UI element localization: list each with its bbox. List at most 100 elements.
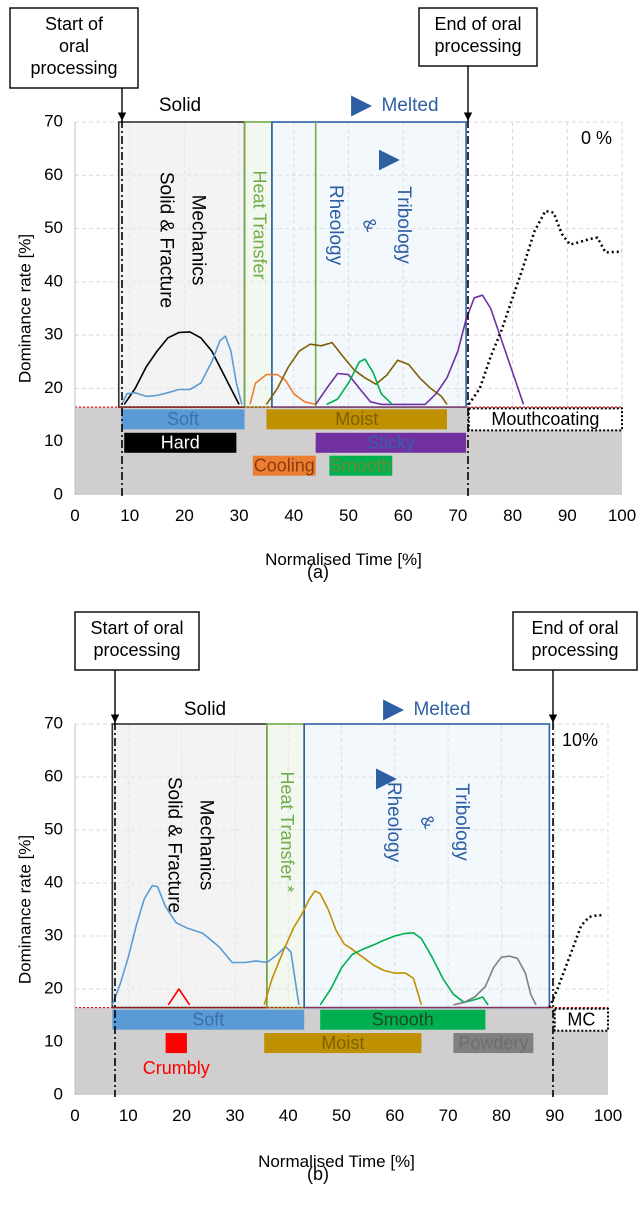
region-label: Rheology	[325, 185, 346, 266]
y-tick-label: 10	[44, 1031, 63, 1050]
bar-soft	[112, 1009, 305, 1030]
curve-moist	[265, 341, 448, 405]
concentration-label: 0 %	[581, 128, 612, 148]
start-callout-text: oral	[59, 36, 89, 56]
x-tick-label: 60	[394, 506, 413, 525]
curve-crumbly	[167, 988, 191, 1006]
curve-sticky	[315, 294, 525, 406]
x-tick-label: 80	[503, 506, 522, 525]
x-tick-label: 0	[70, 1106, 79, 1125]
start-callout-text: Start of	[45, 14, 104, 34]
region-label: Mechanics	[196, 800, 217, 891]
x-tick-label: 50	[332, 1106, 351, 1125]
x-tick-label: 80	[492, 1106, 511, 1125]
curve-mc	[548, 914, 603, 1008]
bar-label: Hard	[161, 433, 200, 453]
solid-label: Solid	[159, 95, 201, 116]
x-tick-label: 30	[230, 506, 249, 525]
x-tick-label: 70	[439, 1106, 458, 1125]
y-tick-label: 70	[44, 713, 63, 732]
start-callout-text: processing	[93, 640, 180, 660]
y-tick-label: 0	[54, 484, 63, 503]
y-tick-label: 40	[44, 872, 63, 891]
solid-label: Solid	[184, 699, 226, 720]
panel-b: Solid & Fracture Mechanics Heat Transfer *…	[15, 611, 638, 1184]
panel-label: (b)	[307, 1164, 329, 1184]
bar-label: Cooling	[254, 455, 315, 475]
x-tick-label: 70	[448, 506, 467, 525]
y-tick-label: 40	[44, 271, 63, 290]
x-tick-label: 10	[120, 506, 139, 525]
end-callout-text: End of oral	[531, 618, 618, 638]
y-tick-label: 10	[44, 431, 63, 450]
x-tick-label: 50	[339, 506, 358, 525]
region-label: Rheology	[383, 782, 404, 863]
end-callout-text: processing	[434, 36, 521, 56]
end-callout-text: End of oral	[434, 14, 521, 34]
bar-hard	[124, 432, 237, 453]
bar-label: Sticky	[367, 433, 415, 453]
region-label: Mechanics	[188, 195, 209, 286]
x-tick-label: 90	[558, 506, 577, 525]
x-tick-label: 90	[545, 1106, 564, 1125]
x-tick-label: 20	[172, 1106, 191, 1125]
start-callout-box	[9, 7, 139, 89]
curve-moist	[263, 890, 423, 1006]
curve-mouthcoating	[467, 209, 623, 406]
bar-label: Powdery	[458, 1033, 528, 1053]
region-label: Solid & Fracture	[156, 172, 177, 308]
curve-powdery	[453, 955, 537, 1006]
end-callout-box	[512, 611, 638, 671]
bar-label: Soft	[167, 409, 199, 429]
y-tick-label: 20	[44, 978, 63, 997]
bar-moist	[266, 409, 447, 430]
mouthcoating-label: MC	[567, 1009, 595, 1029]
bar-smooth	[329, 455, 393, 476]
region-rheology	[271, 121, 467, 408]
y-tick-label: 50	[44, 218, 63, 237]
bar-label: Crumbly	[143, 1058, 210, 1078]
y-axis-title: Dominance rate [%]	[15, 234, 34, 383]
y-tick-label: 70	[44, 111, 63, 130]
curve-hard	[123, 331, 240, 405]
mouthcoating-box	[553, 1007, 610, 1032]
region-label: Heat Transfer *	[277, 771, 297, 892]
x-axis-title: Normalised Time [%]	[258, 1152, 415, 1171]
curve-soft	[111, 884, 300, 1006]
y-tick-label: 50	[44, 819, 63, 838]
x-tick-label: 40	[284, 506, 303, 525]
region-heat-transfer	[243, 121, 273, 408]
region-rheology	[303, 723, 551, 1009]
bar-label: Moist	[321, 1033, 364, 1053]
y-tick-label: 0	[54, 1084, 63, 1103]
y-tick-label: 30	[44, 325, 63, 344]
y-tick-label: 20	[44, 378, 63, 397]
bar-powdery	[453, 1033, 534, 1054]
start-callout-text: Start of oral	[90, 618, 183, 638]
y-tick-label: 60	[44, 766, 63, 785]
x-tick-label: 100	[608, 506, 636, 525]
x-tick-label: 40	[279, 1106, 298, 1125]
bar-label: Moist	[335, 409, 378, 429]
start-callout-box	[74, 611, 200, 671]
x-tick-label: 100	[594, 1106, 622, 1125]
x-tick-label: 30	[225, 1106, 244, 1125]
mouthcoating-box	[467, 407, 623, 432]
bar-soft	[121, 409, 245, 430]
x-axis-title: Normalised Time [%]	[265, 550, 422, 569]
panel-label: (a)	[307, 562, 329, 582]
concentration-label: 10%	[562, 730, 598, 750]
bar-crumbly	[165, 1033, 187, 1054]
bar-sticky	[315, 432, 467, 453]
bar-smooth	[320, 1009, 486, 1030]
curve-cooling	[249, 373, 316, 406]
bar-cooling	[252, 455, 316, 476]
melted-label: Melted	[381, 95, 438, 116]
bar-label: Smooth	[330, 455, 392, 475]
region-label: Tribology	[393, 186, 414, 264]
end-callout-box	[418, 7, 538, 67]
y-tick-label: 30	[44, 925, 63, 944]
x-tick-label: 0	[70, 506, 79, 525]
melted-label: Melted	[413, 699, 470, 720]
